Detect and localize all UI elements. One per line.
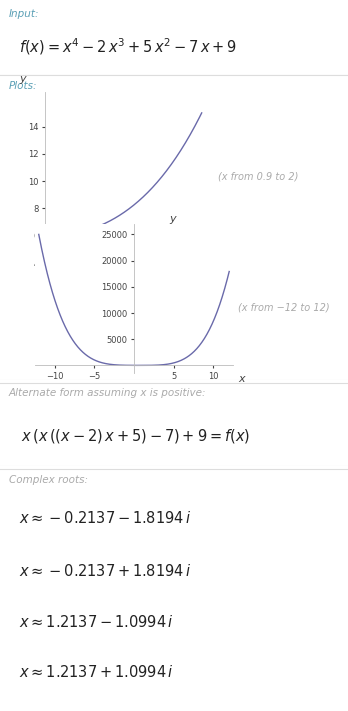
Y-axis label: $y$: $y$ [19,74,29,85]
Text: Alternate form assuming x is positive:: Alternate form assuming x is positive: [9,388,206,398]
X-axis label: $x$: $x$ [214,270,223,280]
Text: $x \approx -0.2137 - 1.8194\,i$: $x \approx -0.2137 - 1.8194\,i$ [19,510,192,525]
Text: Plots:: Plots: [9,81,37,92]
Text: (x from 0.9 to 2): (x from 0.9 to 2) [218,171,298,181]
Text: $x \approx 1.2137 - 1.0994\,i$: $x \approx 1.2137 - 1.0994\,i$ [19,614,174,629]
Text: $x\,(x\,((x - 2)\,x + 5) - 7) + 9 = f(x)$: $x\,(x\,((x - 2)\,x + 5) - 7) + 9 = f(x)… [21,427,250,445]
Text: $x \approx -0.2137 + 1.8194\,i$: $x \approx -0.2137 + 1.8194\,i$ [19,563,192,579]
Text: $x \approx 1.2137 + 1.0994\,i$: $x \approx 1.2137 + 1.0994\,i$ [19,664,174,680]
Text: $f(x) = x^4 - 2\,x^3 + 5\,x^2 - 7\,x + 9$: $f(x) = x^4 - 2\,x^3 + 5\,x^2 - 7\,x + 9… [19,36,237,57]
Text: Complex roots:: Complex roots: [9,475,88,486]
Text: (x from −12 to 12): (x from −12 to 12) [238,302,330,312]
Text: $x$: $x$ [238,374,247,384]
Text: $y$: $y$ [169,214,178,226]
Text: Input:: Input: [9,9,39,19]
